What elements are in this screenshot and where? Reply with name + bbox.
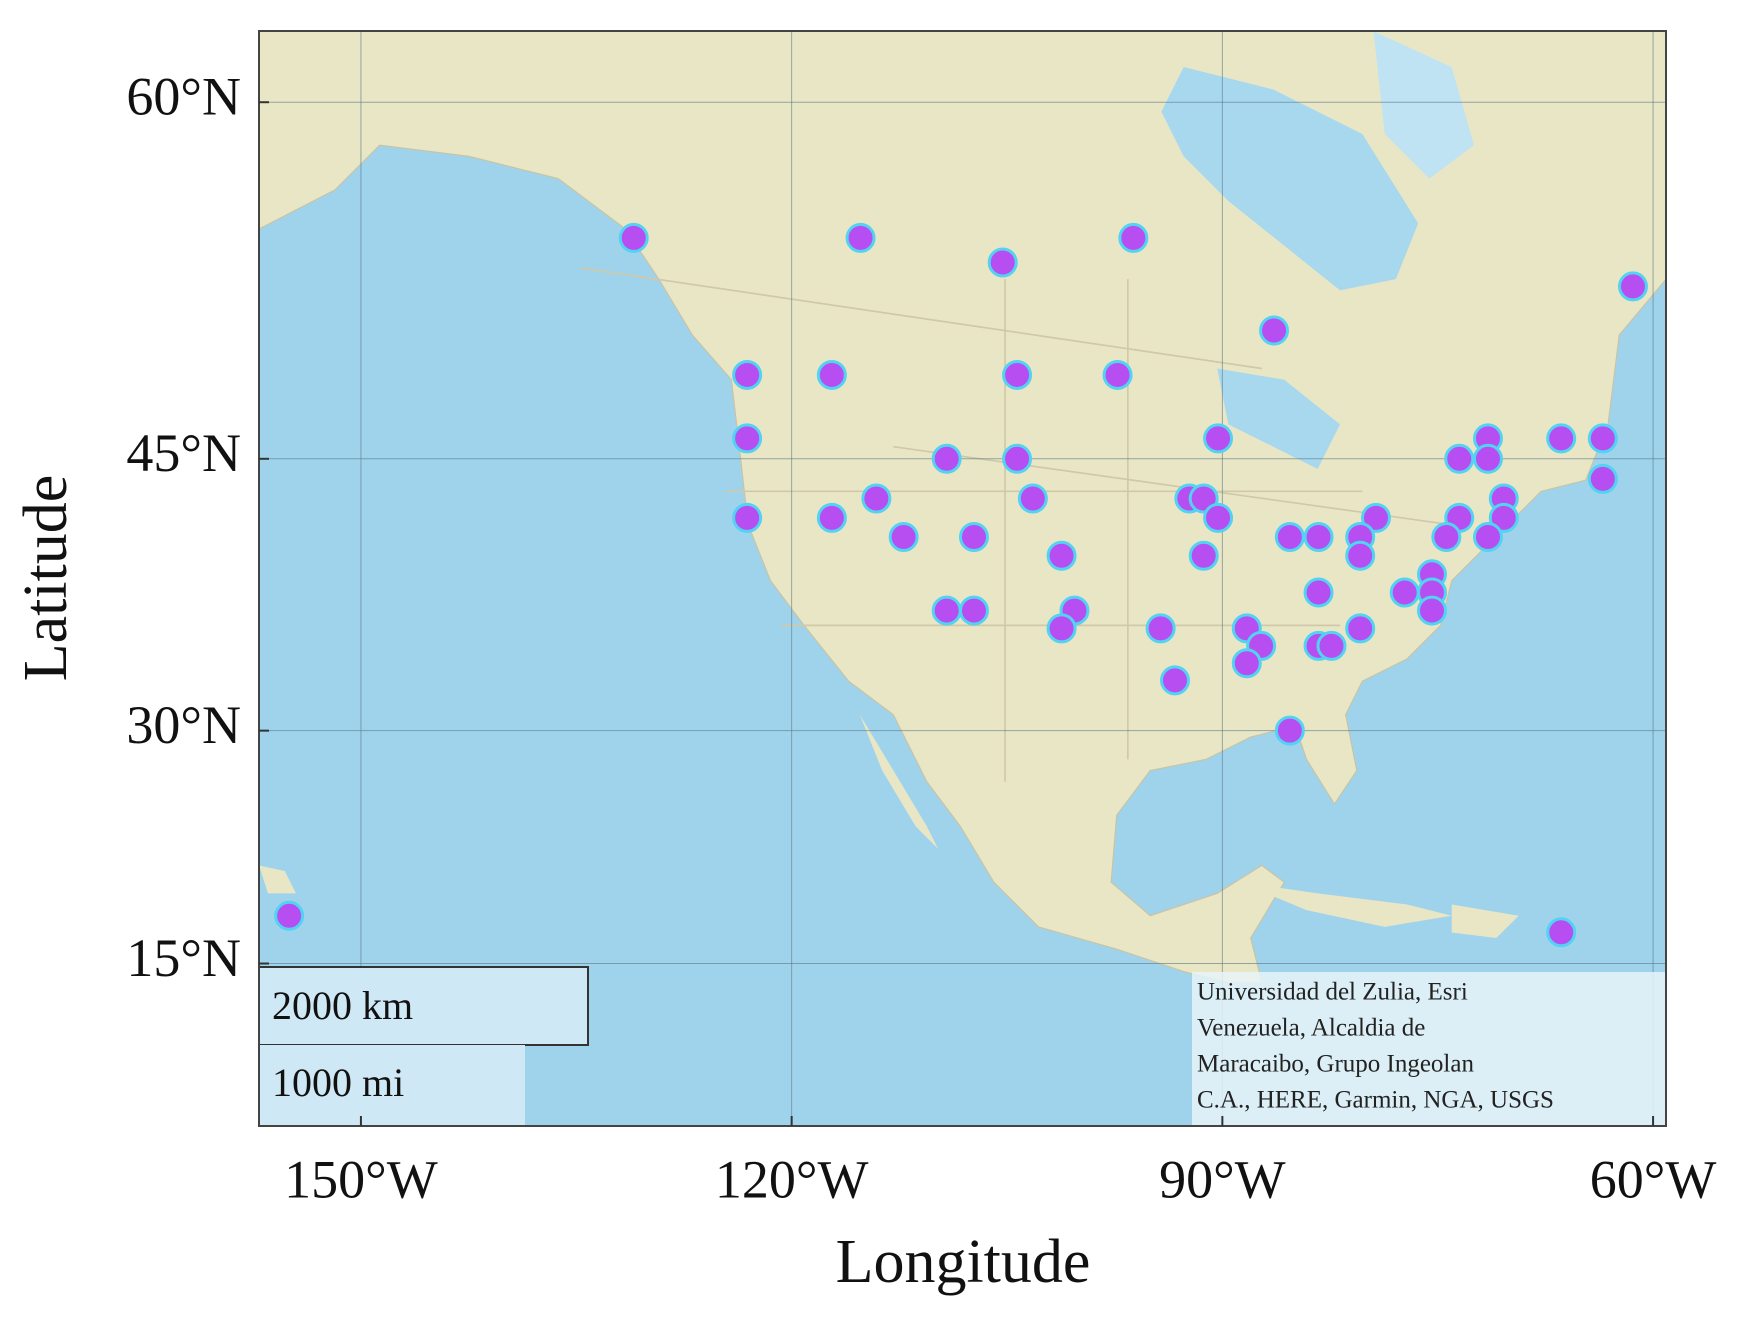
point <box>1017 483 1048 514</box>
point <box>1472 521 1503 552</box>
point <box>1118 222 1149 253</box>
scalebar-mi: 1000 mi <box>272 1060 404 1105</box>
point <box>1360 502 1391 533</box>
point <box>931 443 962 474</box>
point <box>987 247 1018 278</box>
point <box>1316 630 1347 661</box>
x-tick-label: 150°W <box>284 1149 438 1209</box>
point <box>1102 359 1133 390</box>
basemap <box>259 31 1666 1126</box>
plot-frame <box>258 30 1667 1127</box>
point <box>1444 443 1475 474</box>
point <box>1303 577 1334 608</box>
grid <box>259 31 1666 1126</box>
point <box>1274 715 1305 746</box>
point <box>1546 423 1577 454</box>
point <box>1416 595 1447 626</box>
y-tick-label: 60°N <box>126 67 241 127</box>
y-tick-label: 30°N <box>126 695 241 755</box>
x-axis-title: Longitude <box>836 1228 1091 1296</box>
point <box>1303 521 1334 552</box>
y-tick-label: 45°N <box>126 423 241 483</box>
point <box>958 521 989 552</box>
point <box>1203 423 1234 454</box>
point <box>1159 665 1190 696</box>
point <box>732 502 763 533</box>
y-axis-title: Latitude <box>12 475 80 682</box>
attribution-line: C.A., HERE, Garmin, NGA, USGS <box>1197 1087 1554 1114</box>
point <box>931 595 962 626</box>
land <box>259 31 1666 984</box>
attribution-box <box>1192 972 1666 1126</box>
point <box>1002 443 1033 474</box>
point <box>1587 463 1618 494</box>
attribution: Universidad del Zulia, Esri Venezuela, Al… <box>1197 979 1554 1114</box>
point <box>732 423 763 454</box>
x-tick-label: 90°W <box>1159 1149 1286 1209</box>
x-tick-label: 60°W <box>1590 1149 1717 1209</box>
point <box>1145 613 1176 644</box>
point <box>861 483 892 514</box>
point <box>1389 577 1420 608</box>
scalebar-km: 2000 km <box>272 983 413 1028</box>
point <box>1431 521 1462 552</box>
attribution-line: Maracaibo, Grupo Ingeolan <box>1197 1051 1474 1078</box>
point <box>1617 271 1648 302</box>
point <box>1046 613 1077 644</box>
point <box>1259 315 1290 346</box>
scalebar-mi-box <box>259 1045 525 1126</box>
point <box>1472 443 1503 474</box>
point <box>845 222 876 253</box>
point <box>1231 648 1262 679</box>
point <box>1546 917 1577 948</box>
point <box>816 359 847 390</box>
attribution-line: Universidad del Zulia, Esri <box>1197 979 1468 1006</box>
point <box>958 595 989 626</box>
point <box>1587 423 1618 454</box>
point <box>1046 540 1077 571</box>
point <box>1188 540 1219 571</box>
point <box>1345 613 1376 644</box>
point <box>1002 359 1033 390</box>
point <box>816 502 847 533</box>
point <box>1488 502 1519 533</box>
point <box>888 521 919 552</box>
point <box>732 359 763 390</box>
scalebar-km-box <box>258 966 589 1046</box>
point <box>618 222 649 253</box>
y-tick-label: 15°N <box>126 928 241 988</box>
points <box>274 222 1648 948</box>
point <box>1274 521 1305 552</box>
point <box>1203 502 1234 533</box>
attribution-line: Venezuela, Alcaldia de <box>1197 1015 1425 1042</box>
point <box>274 900 305 931</box>
x-tick-label: 120°W <box>715 1149 869 1209</box>
point <box>1345 540 1376 571</box>
